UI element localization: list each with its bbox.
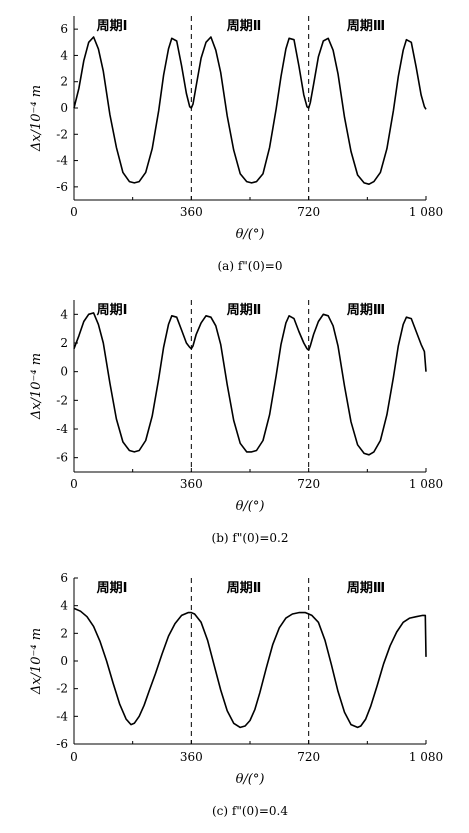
y-axis-label: Δx/10⁻⁴ m [29,85,44,152]
series-line [73,312,427,456]
y-tick-label: -4 [56,154,68,168]
x-tick-label: 1 080 [409,477,443,491]
y-tick-label: 0 [60,654,68,668]
y-tick-label: -2 [56,682,68,696]
y-tick-label: 4 [60,48,68,62]
period-label: 周期Ⅰ [97,303,128,318]
y-tick-label: 2 [60,626,68,640]
x-axis-label: θ/(°) [236,499,265,514]
x-tick-label: 1 080 [409,750,443,764]
y-tick-label: 4 [60,307,68,321]
panel-caption: (b) f"(0)=0.2 [212,531,289,545]
x-tick-label: 360 [180,205,203,219]
y-tick-label: -4 [56,709,68,723]
period-label: 周期Ⅱ [227,581,262,596]
x-axis-label: θ/(°) [236,227,265,242]
x-tick-label: 720 [297,205,320,219]
period-label: 周期Ⅲ [347,581,385,596]
y-tick-label: 6 [60,571,68,585]
panel-caption: (c) f"(0)=0.4 [212,804,288,818]
y-tick-label: 0 [60,365,68,379]
y-tick-label: 4 [60,599,68,613]
y-axis-label: Δx/10⁻⁴ m [29,628,44,695]
period-label: 周期Ⅱ [227,303,262,318]
x-tick-label: 720 [297,477,320,491]
y-tick-label: -6 [56,737,68,751]
x-tick-label: 0 [70,750,78,764]
series-line [73,607,427,729]
period-label: 周期Ⅲ [347,19,385,34]
y-tick-label: -4 [56,422,68,436]
x-tick-label: 360 [180,750,203,764]
x-tick-label: 1 080 [409,205,443,219]
period-label: 周期Ⅲ [347,303,385,318]
x-tick-label: 360 [180,477,203,491]
x-tick-label: 0 [70,477,78,491]
x-tick-label: 0 [70,205,78,219]
y-axis-label: Δx/10⁻⁴ m [29,353,44,420]
y-tick-label: -2 [56,127,68,141]
y-tick-label: 6 [60,22,68,36]
y-tick-label: 2 [60,336,68,350]
period-label: 周期Ⅰ [97,19,128,34]
x-tick-label: 720 [297,750,320,764]
period-label: 周期Ⅱ [227,19,262,34]
period-label: 周期Ⅰ [97,581,128,596]
y-tick-label: -2 [56,393,68,407]
y-tick-label: 2 [60,75,68,89]
y-tick-label: -6 [56,180,68,194]
y-tick-label: -6 [56,451,68,465]
series-line [73,36,427,185]
y-tick-label: 0 [60,101,68,115]
panel-caption: (a) f"(0)=0 [218,259,283,273]
x-axis-label: θ/(°) [236,772,265,787]
